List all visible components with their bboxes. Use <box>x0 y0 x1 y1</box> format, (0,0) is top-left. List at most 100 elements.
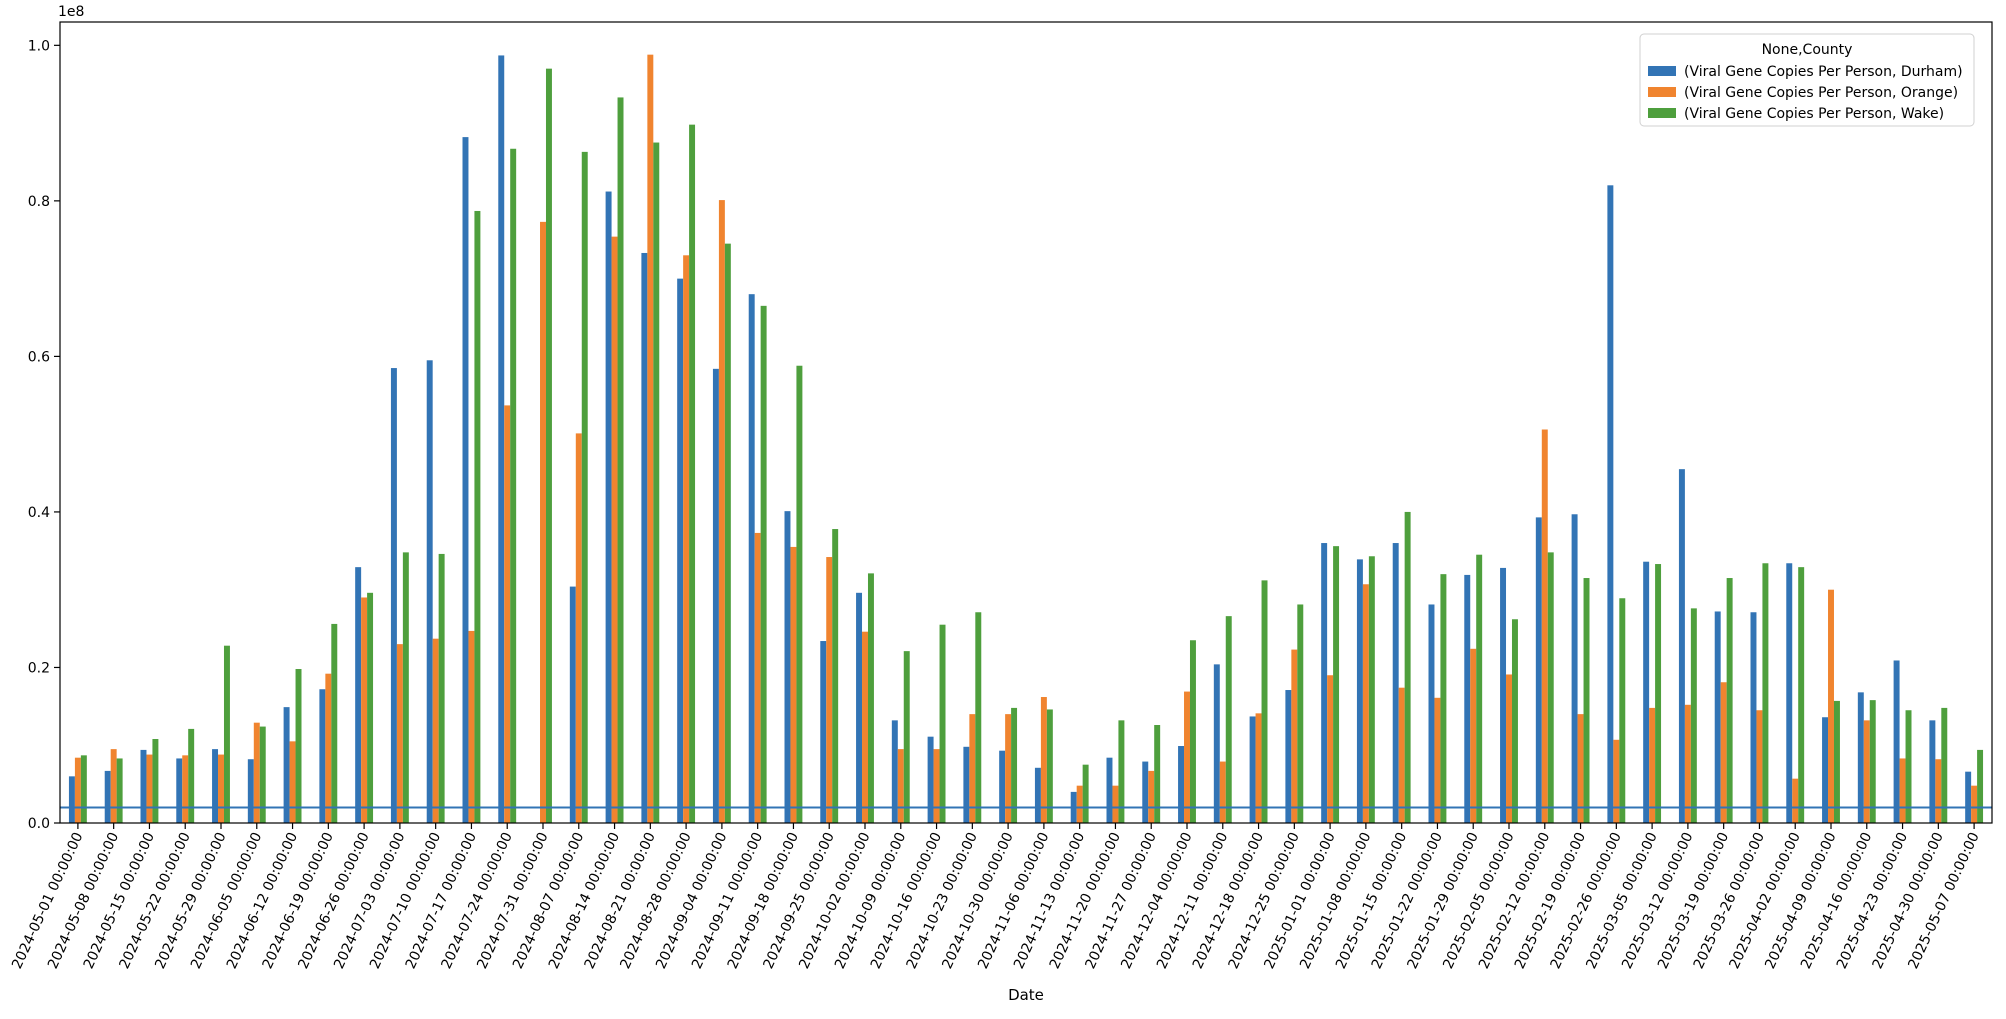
bar <box>68 776 75 823</box>
bar <box>617 97 624 824</box>
bar <box>1476 554 1483 823</box>
bar <box>283 707 290 823</box>
bar <box>1786 563 1793 823</box>
bar <box>1261 580 1268 823</box>
bar <box>253 722 260 823</box>
bar <box>1046 709 1053 823</box>
bar <box>653 142 660 824</box>
bar <box>1905 710 1912 823</box>
bar <box>1714 611 1721 823</box>
bar <box>677 278 684 823</box>
bar <box>474 210 481 824</box>
bar <box>140 749 147 823</box>
bar <box>331 623 338 823</box>
bar <box>289 741 296 823</box>
bar <box>1333 546 1340 823</box>
bar <box>927 736 934 823</box>
bar <box>1756 710 1763 823</box>
bar <box>1040 697 1047 823</box>
bar <box>1184 691 1190 823</box>
bar <box>867 573 874 823</box>
bar <box>1863 720 1870 823</box>
bar <box>1619 598 1626 823</box>
bar <box>1219 761 1226 823</box>
legend-entry: (Viral Gene Copies Per Person, Durham) <box>1684 64 1963 80</box>
bar <box>1965 771 1972 823</box>
bar <box>575 433 582 823</box>
bar <box>182 755 189 823</box>
bar <box>891 720 898 823</box>
bar <box>1571 514 1578 823</box>
bar <box>396 644 403 823</box>
bar <box>1291 649 1298 823</box>
bar <box>1106 757 1113 823</box>
y-tick-label: 0.4 <box>28 505 50 521</box>
bar <box>176 758 183 823</box>
y-tick-label: 1.0 <box>28 38 50 54</box>
bar <box>426 360 433 823</box>
bar <box>760 305 767 824</box>
bar <box>1690 608 1697 823</box>
bar <box>939 624 946 823</box>
bar <box>74 757 81 823</box>
bar <box>1464 574 1471 823</box>
bar <box>724 243 731 823</box>
bar <box>80 755 87 823</box>
bar <box>438 553 445 823</box>
bar <box>1535 517 1542 823</box>
bar <box>718 200 725 824</box>
bar <box>569 586 576 823</box>
bar <box>820 641 827 823</box>
bar <box>1470 648 1477 823</box>
bar <box>295 669 302 823</box>
y-tick-label: 0.0 <box>28 816 50 832</box>
bar <box>1249 716 1256 823</box>
bar <box>897 749 904 823</box>
bar <box>605 191 612 823</box>
bar <box>1643 561 1650 823</box>
bar <box>1935 759 1942 823</box>
y-tick-label: 0.2 <box>28 660 50 676</box>
bar <box>432 638 439 823</box>
legend-swatch <box>1648 108 1676 118</box>
bar <box>1750 612 1757 823</box>
bar <box>510 148 517 823</box>
bar <box>402 552 409 823</box>
bar <box>1577 714 1584 823</box>
bar <box>1178 746 1185 823</box>
bar <box>832 529 839 823</box>
bar <box>903 651 910 823</box>
bar <box>1684 704 1691 823</box>
bar <box>152 739 159 823</box>
bar <box>1154 725 1161 823</box>
bar <box>259 726 266 823</box>
bar <box>1034 767 1041 823</box>
bar <box>116 758 123 823</box>
bar <box>999 750 1006 823</box>
bar <box>1148 770 1155 823</box>
bar <box>1142 761 1149 823</box>
bar <box>611 236 618 823</box>
bar <box>1506 674 1512 823</box>
bar <box>683 255 690 824</box>
bar <box>1005 714 1012 823</box>
bar <box>1321 543 1328 823</box>
bar <box>319 689 326 823</box>
bar <box>1857 692 1864 823</box>
bar <box>754 532 761 823</box>
bar <box>969 714 976 823</box>
bar <box>862 631 868 823</box>
bar <box>223 645 230 823</box>
legend-swatch <box>1648 87 1676 97</box>
bar <box>1678 469 1685 823</box>
bar <box>1613 739 1620 823</box>
bar <box>1500 567 1507 823</box>
bar <box>1941 707 1948 823</box>
legend: None,County (Viral Gene Copies Per Person… <box>1639 33 1975 127</box>
bar <box>1762 563 1769 823</box>
bar <box>963 746 970 823</box>
bar <box>1971 785 1978 823</box>
bar <box>1828 589 1834 823</box>
bar <box>1368 556 1375 823</box>
bar <box>110 749 117 823</box>
